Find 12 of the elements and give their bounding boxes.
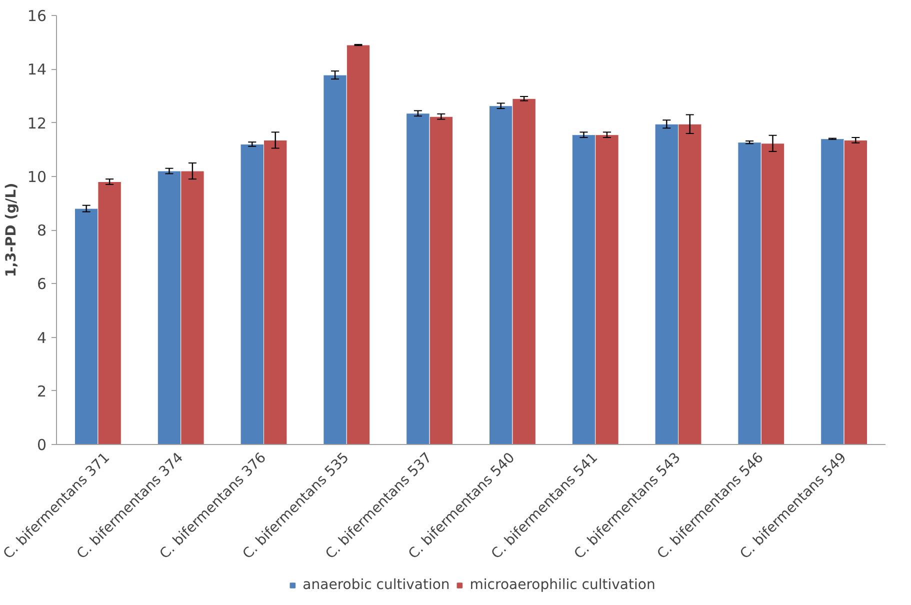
y-axis-title: 1,3-PD (g/L) [3, 182, 20, 278]
legend-label: microaerophilic cultivation [470, 577, 656, 593]
y-tick-label: 12 [27, 114, 47, 132]
y-tick-label: 2 [36, 382, 47, 400]
y-tick-label: 4 [36, 328, 47, 347]
y-tick-label: 10 [27, 168, 47, 186]
y-tick-label: 14 [27, 60, 47, 79]
y-tick-label: 8 [36, 222, 47, 240]
legend-label: anaerobic cultivation [302, 577, 450, 593]
y-tick-label: 16 [27, 7, 47, 25]
y-tick-label: 0 [36, 436, 47, 454]
y-tick-label: 6 [36, 275, 47, 294]
